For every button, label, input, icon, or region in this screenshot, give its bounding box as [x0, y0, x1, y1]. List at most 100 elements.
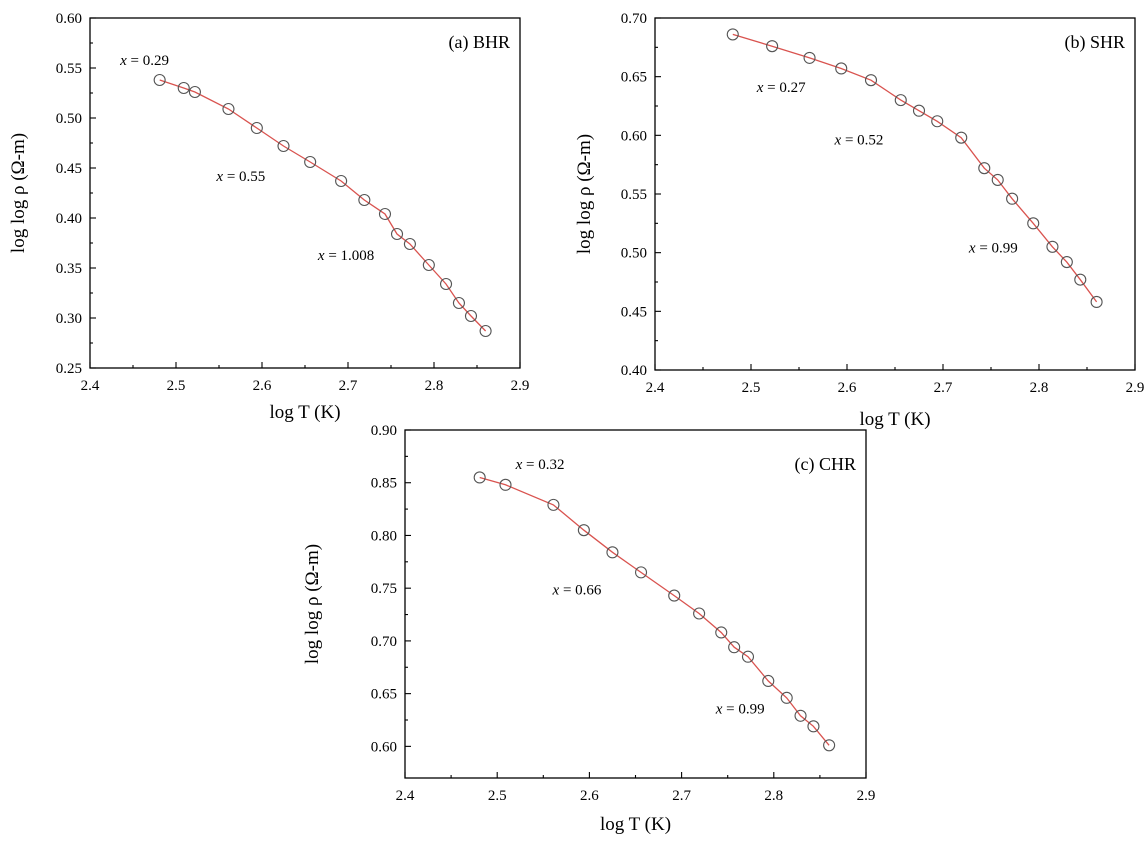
x-tick-label: 2.7 — [934, 380, 953, 396]
y-axis-title: log log ρ (Ω-m) — [8, 133, 29, 253]
chart-panel-3: 2.4 2.5 2.6 2.7 2.8 2.9 0.60 0.65 0.70 0.75 0.80 0.… — [302, 423, 875, 835]
y-tick-label: 0.55 — [621, 187, 647, 203]
annotation-variable: x — [515, 457, 523, 473]
x-tick-label: 2.5 — [742, 380, 761, 396]
panel-label: (b) SHR — [1064, 32, 1125, 53]
x-annotation: x = 0.55 — [215, 169, 265, 185]
annotation-variable: x — [317, 248, 325, 264]
data-point-marker — [606, 546, 619, 559]
data-point-marker — [422, 258, 435, 272]
data-point-marker — [473, 471, 486, 484]
data-point-marker — [741, 650, 755, 663]
data-point-marker — [304, 155, 317, 169]
annotation-variable: x — [552, 583, 560, 599]
x-tick-label: 2.4 — [81, 378, 100, 394]
x-tick-label: 2.5 — [488, 788, 507, 804]
y-tick-label: 0.60 — [621, 128, 647, 144]
y-tick-label: 0.45 — [56, 161, 82, 177]
x-tick-label: 2.9 — [857, 788, 876, 804]
data-point-marker — [1090, 295, 1103, 308]
x-tick-label: 2.5 — [167, 378, 186, 394]
data-point-marker — [222, 102, 235, 116]
y-tick-label: 0.40 — [56, 211, 82, 227]
annotation-value: = 0.32 — [522, 457, 564, 473]
y-tick-label: 0.70 — [371, 634, 397, 650]
data-point-marker — [378, 207, 392, 221]
data-point-marker — [1027, 217, 1040, 230]
data-point-marker — [794, 709, 807, 722]
y-tick-label: 0.45 — [621, 304, 647, 320]
y-tick-label: 0.30 — [56, 311, 82, 327]
data-point-marker — [577, 524, 590, 537]
annotation-value: = 0.66 — [559, 583, 602, 599]
x-tick-label: 2.4 — [396, 788, 415, 804]
y-tick-label: 0.50 — [56, 111, 82, 127]
x-annotation: x = 0.32 — [515, 457, 565, 473]
y-tick-label: 0.75 — [371, 581, 397, 597]
annotation-value: = 0.99 — [976, 241, 1018, 257]
x-tick-label: 2.8 — [1030, 380, 1049, 396]
data-point-marker — [452, 296, 465, 310]
data-point-marker — [1060, 256, 1073, 269]
series-line — [159, 79, 487, 332]
y-tick-label: 0.60 — [56, 11, 82, 27]
data-point-marker — [358, 193, 371, 207]
x-annotation: x = 0.27 — [756, 80, 806, 96]
y-tick-label: 0.55 — [56, 61, 82, 77]
x-axis-title: log T (K) — [859, 409, 930, 430]
data-point-marker — [439, 277, 453, 291]
y-tick-label: 0.70 — [621, 11, 647, 27]
data-point-marker — [780, 691, 793, 704]
x-tick-label: 2.7 — [339, 378, 358, 394]
data-point-marker — [807, 720, 820, 733]
annotation-variable: x — [756, 80, 764, 96]
x-annotation: x = 0.29 — [119, 53, 169, 69]
series-line — [479, 476, 830, 746]
panel-label: (c) CHR — [795, 454, 857, 475]
plot-frame — [654, 17, 1136, 371]
data-point-marker — [803, 51, 816, 64]
y-axis-title: log log ρ (Ω-m) — [574, 134, 595, 254]
x-annotation: x = 0.66 — [552, 583, 602, 599]
x-tick-label: 2.8 — [764, 788, 783, 804]
data-point-marker — [823, 739, 836, 752]
x-tick-label: 2.6 — [253, 378, 272, 394]
data-point-marker — [634, 566, 648, 579]
x-tick-label: 2.7 — [672, 788, 691, 804]
data-point-marker — [390, 227, 404, 241]
annotation-value: = 0.55 — [223, 169, 265, 185]
data-point-marker — [912, 104, 926, 117]
data-point-marker — [479, 324, 492, 338]
x-tick-label: 2.4 — [646, 380, 665, 396]
y-tick-label: 0.50 — [621, 246, 647, 262]
data-point-marker — [728, 641, 741, 654]
y-tick-label: 0.90 — [371, 423, 397, 439]
data-point-marker — [547, 498, 560, 511]
series-line — [732, 33, 1098, 303]
data-point-marker — [668, 589, 681, 602]
panel-label: (a) BHR — [449, 32, 511, 53]
data-point-marker — [693, 607, 706, 620]
data-point-marker — [715, 626, 728, 639]
data-point-marker — [991, 173, 1004, 186]
y-tick-label: 0.40 — [621, 363, 647, 379]
data-point-marker — [277, 139, 290, 153]
data-point-marker — [335, 174, 348, 188]
x-annotation: x = 0.99 — [715, 702, 765, 718]
plot-frame — [89, 17, 521, 369]
plot-frame — [404, 429, 867, 779]
data-point-marker — [1046, 240, 1059, 253]
x-axis-title: log T (K) — [269, 402, 340, 423]
data-point-marker — [762, 674, 775, 688]
y-tick-label: 0.25 — [56, 361, 82, 377]
data-point-marker — [499, 478, 512, 491]
y-tick-label: 0.85 — [371, 476, 397, 492]
x-annotation: x = 0.99 — [968, 241, 1018, 257]
y-tick-label: 0.80 — [371, 528, 397, 544]
x-axis-title: log T (K) — [600, 814, 671, 835]
data-point-marker — [726, 28, 739, 41]
data-point-marker — [864, 74, 878, 87]
data-point-marker — [894, 94, 907, 107]
x-tick-label: 2.6 — [838, 380, 857, 396]
